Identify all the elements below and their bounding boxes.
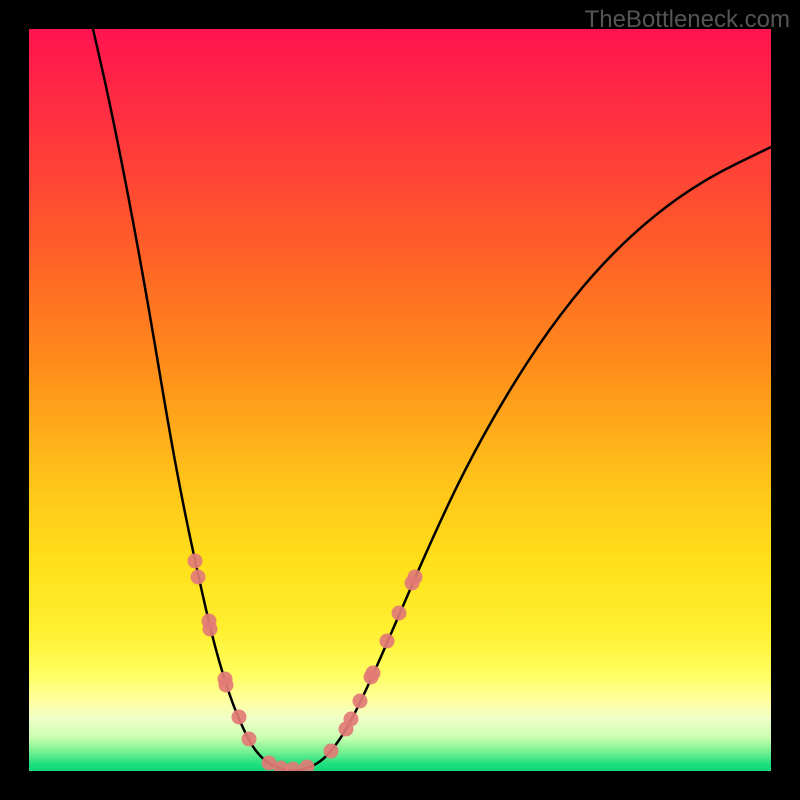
plot-area (29, 29, 771, 771)
gradient-background (29, 29, 771, 771)
chart-frame: TheBottleneck.com (0, 0, 800, 800)
